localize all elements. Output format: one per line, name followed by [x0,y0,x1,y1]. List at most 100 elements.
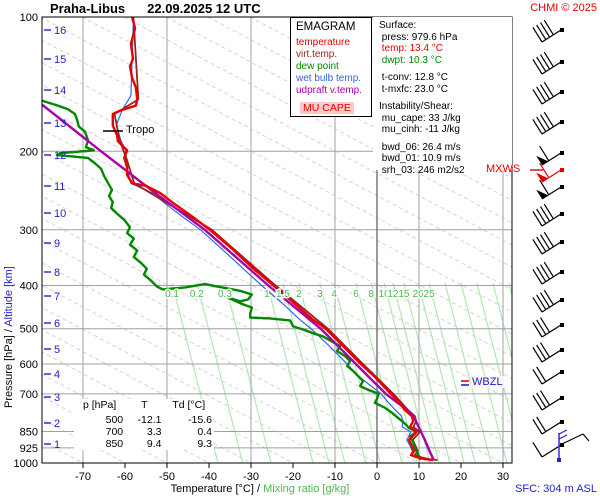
altitude-tick-label: 16 [54,25,66,37]
wind-barb [532,261,564,285]
altitude-tick-label: 13 [54,118,66,130]
table-cell: 9.4 [146,438,162,450]
pressure-tick-label: 400 [20,281,38,293]
mixing-ratio-label: 10 [379,289,391,300]
x-axis-title-mixing: Mixing ratio [g/kg] [263,483,350,495]
altitude-tick-label: 14 [54,85,66,97]
mixing-ratio-label: 2 [296,289,302,300]
wind-barb [532,51,564,75]
pressure-tick-label: 600 [20,359,38,371]
tropopause-label: Tropo [126,124,155,136]
temperature-tick-label: -30 [243,471,259,483]
mixing-ratio-label: 0.3 [218,289,232,300]
table-cell: 500 [105,414,124,426]
axis-labels: 1002003004005006007008509251000161514131… [14,12,510,483]
wind-barb [532,317,564,338]
legend-item-temperature: temperature [296,37,350,48]
wind-barb [532,19,564,43]
wind-barb [532,442,564,458]
temperature-tick-label: 20 [455,471,467,483]
altitude-tick-label: 10 [54,208,66,220]
pressure-tick-label: 300 [20,225,38,237]
updraft-v-temp-curve [42,103,435,460]
info-row: mu_cinh: -11 J/kg [379,124,460,135]
pressure-tick-label: 1000 [14,458,38,470]
temperature-curve [111,17,434,462]
info-row: temp: 13.4 °C [379,43,444,54]
mixing-ratio-label: 1 [264,289,270,300]
legend-item-dew-point: dew point [296,61,339,72]
levels-table-header: p [hPa] T Td [°C] [74,399,214,414]
mixing-ratio-label: 20 [413,289,425,300]
pressure-tick-label: 925 [20,443,38,455]
mixing-ratio-label: 1.5 [276,289,290,300]
levels-table-col-header: p [hPa] [82,399,117,411]
altitude-tick-label: 2 [54,418,60,430]
info-section-title: Surface: [379,20,417,31]
dry-adiabats [42,17,512,463]
mu-cape-badge: MU CAPE [300,102,354,114]
wind-barb [532,366,564,385]
temperature-tick-label: -70 [75,471,91,483]
wind-barb [536,179,564,200]
temperature-tick-label: -40 [201,471,217,483]
altitude-tick-label: 4 [54,369,60,381]
temperature-tick-label: 30 [497,471,509,483]
temperature-tick-label: -60 [117,471,133,483]
mixing-ratio-label: 0.1 [165,289,179,300]
table-cell: 9.3 [197,438,212,450]
table-row: 850 9.4 9.3 [74,438,214,450]
info-row: mu_cape: 33 J/kg [379,112,461,124]
mixing-ratio-label: 6 [353,289,359,300]
wind-barb [532,390,564,411]
levels-table: p [hPa] T Td [°C] 500 -12.1 -15.6 700 3.3 0.4 85… [74,399,214,450]
run-datetime: 22.09.2025 12 UTC [147,1,261,16]
info-section-title: Instability/Shear: [379,101,453,112]
legend-item-virt-temp-: virt.temp. [296,49,338,60]
info-section: Instability/Shear: mu_cape: 33 J/kg mu_c… [379,101,512,136]
wind-barbs [532,19,590,462]
altitude-tick-label: 6 [54,318,60,330]
mixing-ratio-lines [171,282,512,463]
station-name: Praha-Libus [50,1,126,16]
copyright-label: CHMI © 2025 [530,2,597,14]
info-section: Surface: press: 979.6 hPa temp: 13.4 °C … [379,20,512,66]
wind-barb [532,111,564,135]
mixing-ratio-label: 3 [317,289,323,300]
altitude-tick-label: 5 [54,344,60,356]
info-section: t-conv: 12.8 °C t-mxfc: 23.0 °C [379,72,512,95]
altitude-tick-label: 15 [54,54,66,66]
table-cell: 3.3 [146,426,162,438]
altitude-tick-label: 12 [54,150,66,162]
wind-barb [532,203,564,227]
legend-title: EMAGRAM [296,21,356,33]
info-section: bwd_06: 26.4 m/s bwd_01: 10.9 m/s srh_03… [379,142,512,177]
station-elevation-label: SFC: 304 m ASL [515,483,597,495]
wind-barb [532,231,564,255]
altitude-tick-label: 7 [54,291,60,303]
info-row: bwd_06: 26.4 m/s [379,141,461,153]
table-cell: -15.6 [188,414,212,426]
pressure-tick-label: 850 [20,427,38,439]
table-cell: -12.1 [137,414,162,426]
y-axis-title-pressure: Pressure [hPa] [3,335,15,408]
legend-item-wet-bulb-temp-: wet bulb temp. [296,73,362,84]
wind-barb [532,289,564,313]
table-cell: 850 [105,438,124,450]
wind-barb [536,145,564,166]
mixing-ratio-label: 0.2 [190,289,204,300]
levels-table-col-header: Td [°C] [172,399,206,411]
max-wind-label: MXWS [486,163,521,175]
temperature-tick-label: 10 [413,471,425,483]
table-cell: 0.4 [197,426,212,438]
info-row: t-mxfc: 23.0 °C [379,83,449,95]
altitude-tick-label: 1 [54,439,60,451]
dew-point-curve [42,99,422,461]
pressure-tick-label: 500 [20,324,38,336]
temperature-tick-label: -50 [159,471,175,483]
chart-title: Praha-Libus 22.09.2025 12 UTC [50,1,261,16]
